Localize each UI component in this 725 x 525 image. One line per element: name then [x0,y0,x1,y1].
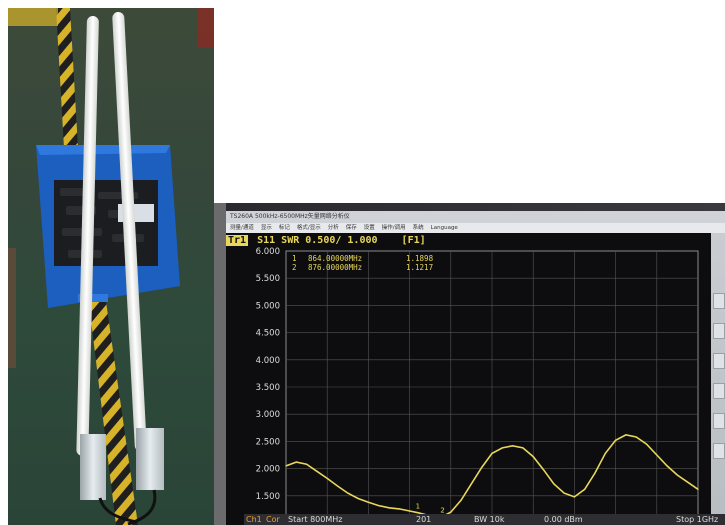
trace-point [306,463,308,465]
trace-point [542,469,545,471]
trace-point [656,454,658,456]
trace-point [409,510,411,512]
marker-frequency: 876.00000MHz [308,263,362,272]
footer-channel: Ch1 [246,515,262,524]
side-button[interactable] [713,443,725,459]
marker-value: 1.1898 [406,254,434,263]
antenna-photo [8,8,214,525]
side-button[interactable] [713,383,725,399]
trace-point [481,466,483,469]
trace-point [666,465,668,467]
marker-label: 1 [416,503,420,511]
trace-point [388,507,390,509]
footer-points: 201 [416,515,432,524]
footer-start: Start 800MHz [288,515,343,524]
footer-stop: Stop 1GHz [676,515,719,524]
trace-point [285,465,287,467]
trace-point [625,434,627,436]
menu-bar: 测量/通道 显示 标记 格式/显示 分析 保存 设置 操作/调用 系统 Language [226,223,725,233]
trace-point [563,492,565,494]
trace-point [645,443,648,445]
trace-point [522,447,524,449]
footer-cal: Cor [266,515,280,524]
instrument-side-frame [214,203,226,525]
side-button[interactable] [713,413,725,429]
trace-point [295,461,297,463]
trace-point [615,439,617,441]
trace-point [697,488,699,490]
trace-point [676,474,678,476]
menu-item[interactable]: 系统 [412,225,424,231]
antenna-cables [98,489,157,525]
trace-point [326,477,328,479]
y-tick-label: 4.000 [256,356,280,366]
marker-frequency: 864.00000MHz [308,254,362,263]
trace-point [347,492,349,494]
menu-item[interactable]: 标记 [278,225,290,231]
side-button[interactable] [713,323,725,339]
y-tick-label: 3.500 [256,383,280,393]
mount-bracket-right [136,428,164,490]
menu-item[interactable]: 分析 [327,225,339,231]
trace-point [336,485,339,487]
status-footer: Ch1 Cor Start 800MHz 201 BW 10k 0.00 dBm… [244,514,725,525]
trace-point [573,496,575,498]
network-analyzer-photo: TS260A 500kHz-6500MHz矢量网络分析仪 测量/通道 显示 标记 格式… [214,203,725,525]
trace-point [532,456,534,458]
marker-id: 1 [292,254,297,263]
side-button-panel [711,233,725,525]
mount-bracket-left [80,434,106,500]
menu-item[interactable]: 操作/调用 [381,225,406,231]
marker-id: 2 [292,263,297,272]
trace-point [491,452,493,454]
trace-point [398,508,400,510]
marker-label: 2 [440,506,444,514]
trace-point [316,470,318,472]
swr-trace [285,434,699,518]
trace-point [450,511,452,513]
trace-point [417,512,419,514]
footer-bw: BW 10k [474,515,505,524]
y-tick-label: 5.500 [256,274,280,284]
marker-value: 1.1217 [406,263,433,272]
trace-point [553,483,555,485]
trace-point [687,481,689,483]
side-button[interactable] [713,353,725,369]
y-tick-label: 4.500 [256,329,280,339]
swr-plot: 6.000 5.500 5.000 4.500 4.000 3.500 3.000 2.500… [256,247,699,525]
menu-item[interactable]: 保存 [345,225,357,231]
trace-point [378,504,380,507]
trace-header: S11 SWR 0.500/ 1.000 [257,235,378,246]
y-tick-label: 2.500 [256,437,280,447]
trace-point [584,488,586,490]
trace-point [635,436,637,438]
y-tick-label: 6.000 [256,247,280,257]
analyzer-screen: Tr1 S11 SWR 0.500/ 1.000 [F1] 6.000 5.500… [226,233,711,525]
menu-item[interactable]: 格式/显示 [296,225,321,231]
menu-item[interactable]: 显示 [260,225,272,231]
trace-point [357,497,359,500]
y-tick-label: 1.500 [256,492,280,502]
menu-item[interactable]: Language [430,225,458,231]
trace-point [470,483,472,485]
trace-point [460,499,462,501]
trace-tag: Tr1 [226,235,249,246]
trace-header-bar: Tr1 S11 SWR 0.500/ 1.000 [F1] [226,235,426,247]
y-tick-label: 5.000 [256,301,280,311]
function-key: [F1] [401,235,426,246]
footer-power: 0.00 dBm [544,515,583,524]
trace-point [501,447,503,449]
y-tick-label: 3.000 [256,410,280,420]
trace-point [594,472,596,474]
window-title: TS260A 500kHz-6500MHz矢量网络分析仪 [226,211,725,223]
menu-item[interactable]: 测量/通道 [230,225,254,231]
menu-item[interactable]: 设置 [363,225,375,231]
trace-point [512,445,514,447]
trace-point [367,501,369,503]
y-tick-label: 2.000 [256,465,280,475]
trace-point [604,452,606,454]
side-button[interactable] [713,293,725,309]
